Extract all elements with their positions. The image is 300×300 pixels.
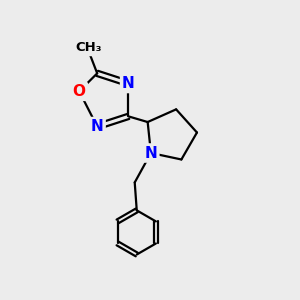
Text: CH₃: CH₃ bbox=[75, 41, 102, 54]
Text: N: N bbox=[91, 119, 103, 134]
Text: N: N bbox=[145, 146, 157, 160]
Text: N: N bbox=[122, 76, 135, 91]
Text: O: O bbox=[73, 84, 86, 99]
